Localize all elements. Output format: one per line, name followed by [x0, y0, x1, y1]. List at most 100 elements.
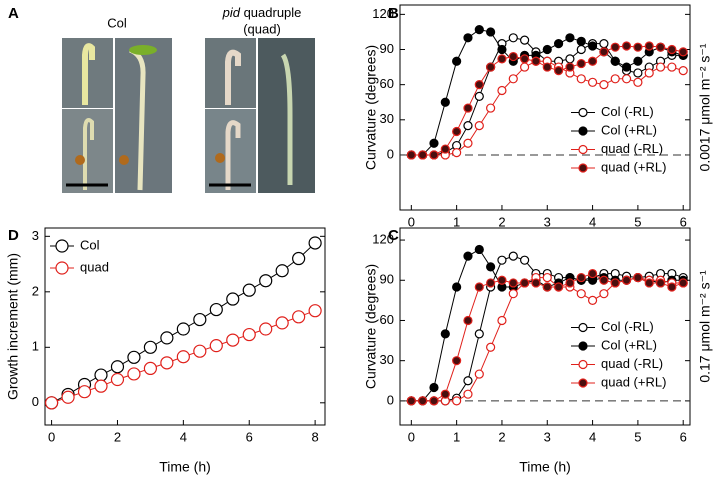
photo-title: pid quadruple: [222, 5, 302, 20]
data-point: [644, 278, 654, 288]
x-tick-label: 3: [544, 429, 551, 444]
data-point: [226, 292, 240, 306]
side-label: 0.17 μmol m⁻² s⁻¹: [697, 270, 713, 383]
y-tick-label: 30: [380, 352, 394, 367]
data-point: [474, 25, 484, 35]
data-point: [44, 396, 59, 410]
x-tick-label: 0: [408, 214, 415, 229]
data-point: [542, 272, 552, 283]
legend-marker: [578, 341, 588, 351]
panel-label: D: [8, 227, 19, 244]
plot-frame: [399, 227, 691, 426]
data-point: [193, 312, 207, 327]
plot-frame: [44, 227, 326, 426]
data-point: [474, 282, 484, 292]
data-point: [440, 97, 450, 107]
y-axis-label: Curvature (degrees): [363, 264, 379, 389]
data-point: [110, 372, 125, 387]
data-point: [176, 322, 190, 336]
data-point: [508, 74, 518, 84]
data-point: [463, 251, 473, 261]
data-point: [463, 376, 473, 386]
x-tick-label: 6: [680, 429, 687, 444]
data-point: [452, 56, 462, 66]
data-point: [565, 33, 575, 43]
seed: [75, 155, 85, 165]
photo-title-italic: pid: [222, 5, 241, 20]
data-point: [94, 368, 108, 382]
x-axis-label: Time (h): [159, 459, 211, 475]
data-point: [497, 255, 507, 265]
x-tick-label: 5: [634, 429, 641, 444]
data-point: [565, 278, 575, 288]
legend-marker: [578, 359, 588, 370]
data-point: [520, 35, 530, 45]
legend-label: quad (-RL): [601, 356, 663, 371]
data-point: [565, 62, 575, 72]
x-tick-label: 2: [114, 429, 121, 444]
photo-title-rest: quadruple: [244, 5, 302, 20]
x-tick-label: 5: [634, 214, 641, 229]
data-point: [440, 329, 450, 339]
data-point: [621, 41, 632, 51]
data-point: [621, 275, 632, 285]
data-point: [486, 62, 496, 72]
data-point: [531, 56, 541, 66]
data-point: [440, 144, 450, 154]
y-tick-label: 60: [380, 76, 394, 91]
legend-marker: [55, 261, 69, 275]
data-point: [486, 103, 496, 113]
data-point: [463, 121, 473, 131]
data-point: [406, 396, 416, 406]
data-point: [259, 322, 273, 336]
data-point: [486, 278, 496, 288]
x-tick-label: 4: [180, 429, 187, 444]
data-point: [209, 339, 223, 353]
data-point: [143, 340, 158, 354]
data-point: [440, 389, 450, 399]
y-tick-label: 90: [380, 272, 394, 287]
data-point: [587, 268, 598, 279]
x-tick-label: 0: [408, 429, 415, 444]
y-tick-label: 30: [380, 111, 394, 126]
seedling: [225, 49, 241, 105]
legend-label: quad: [80, 259, 109, 274]
y-tick-label: 90: [380, 41, 394, 56]
data-point: [61, 390, 75, 404]
y-axis-label: Curvature (degrees): [363, 45, 379, 170]
seed: [215, 153, 225, 163]
side-label: 0.0017 μmol m⁻² s⁻¹: [697, 43, 713, 171]
panel-label: A: [8, 5, 19, 22]
data-point: [452, 148, 462, 158]
data-point: [110, 360, 125, 374]
data-point: [275, 264, 289, 278]
data-point: [77, 385, 92, 399]
data-point: [520, 54, 530, 64]
data-point: [508, 278, 518, 288]
data-point: [587, 56, 598, 66]
data-point: [553, 65, 564, 76]
data-point: [193, 344, 207, 358]
data-point: [644, 41, 654, 51]
data-point: [463, 33, 473, 43]
panel-a: A Col pid quadruple (quad): [8, 5, 315, 193]
seedling: [83, 118, 94, 190]
data-point: [576, 74, 586, 84]
plot-frame: [399, 4, 691, 211]
data-point: [655, 278, 666, 288]
data-point: [610, 56, 620, 66]
data-point: [610, 42, 620, 52]
data-point: [486, 342, 496, 352]
y-tick-label: 1: [32, 339, 39, 354]
legend-marker: [578, 144, 588, 155]
data-point: [429, 396, 439, 406]
data-point: [259, 274, 273, 288]
data-point: [621, 74, 632, 84]
cotyledon: [129, 45, 157, 55]
photo-title: (quad): [243, 21, 281, 36]
data-point: [542, 62, 552, 72]
data-point: [678, 278, 688, 288]
data-point: [497, 85, 507, 96]
data-point: [667, 44, 677, 55]
